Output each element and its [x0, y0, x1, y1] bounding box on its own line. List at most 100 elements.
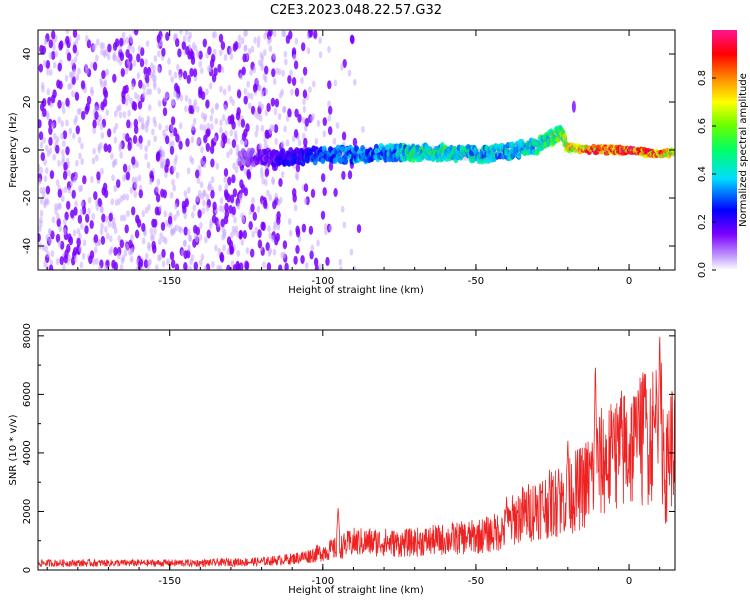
noise-blob: [65, 35, 70, 45]
noise-blob: [264, 65, 269, 75]
noise-blob: [85, 67, 89, 75]
noise-blob: [91, 213, 96, 220]
noise-blob: [232, 188, 238, 198]
noise-blob: [284, 262, 289, 270]
noise-blob: [120, 195, 124, 202]
noise-blob: [79, 261, 84, 269]
noise-blob: [222, 244, 226, 252]
noise-blob: [176, 209, 180, 217]
noise-blob: [118, 104, 122, 112]
noise-blob: [198, 233, 203, 241]
noise-blob: [257, 229, 262, 239]
noise-blob: [39, 187, 44, 194]
noise-blob: [212, 48, 217, 56]
noise-blob: [181, 200, 187, 210]
noise-blob: [110, 198, 115, 206]
noise-blob: [48, 264, 54, 270]
noise-blob: [119, 151, 123, 159]
noise-blob: [56, 217, 61, 227]
noise-blob: [189, 67, 194, 77]
noise-blob: [178, 73, 182, 81]
snr-axes: -150 -100 -50 0 0 2000 4000 6000 8000: [22, 323, 675, 587]
noise-blob: [46, 250, 50, 258]
noise-blob: [280, 171, 285, 179]
noise-blob: [227, 176, 232, 186]
noise-blob: [293, 129, 299, 138]
signal-blob: [320, 157, 326, 164]
noise-blob: [159, 146, 163, 154]
noise-blob: [134, 229, 140, 239]
noise-blob: [202, 38, 207, 48]
noise-blob: [304, 262, 309, 270]
noise-blob: [219, 49, 223, 57]
noise-blob: [131, 156, 136, 166]
noise-blob: [224, 209, 229, 219]
noise-blob: [92, 61, 98, 71]
noise-blob: [151, 128, 155, 136]
noise-blob: [63, 254, 68, 264]
noise-blob: [277, 68, 282, 76]
noise-blob: [175, 93, 180, 101]
noise-blob: [138, 189, 143, 199]
noise-blob: [67, 83, 71, 91]
noise-blob: [176, 63, 180, 71]
signal-blob: [672, 152, 675, 157]
noise-blob: [217, 247, 221, 255]
noise-blob: [234, 41, 239, 50]
noise-blob: [72, 132, 76, 140]
noise-blob: [105, 68, 110, 76]
signal-blob: [321, 145, 327, 152]
spectrogram-xlabel: Height of straight line (km): [288, 285, 424, 296]
noise-blob: [42, 98, 47, 107]
noise-blob: [285, 34, 291, 44]
noise-blob: [117, 252, 121, 260]
noise-blob: [155, 151, 161, 161]
noise-blob: [268, 36, 272, 44]
noise-blob: [202, 124, 207, 132]
noise-blob: [144, 58, 148, 66]
noise-blob: [148, 178, 153, 185]
noise-blob: [199, 259, 203, 267]
noise-blob: [128, 248, 132, 256]
noise-blob: [271, 124, 276, 132]
noise-blob: [254, 130, 259, 138]
noise-blob: [241, 66, 246, 76]
noise-blob: [271, 178, 275, 186]
noise-blob: [80, 158, 84, 166]
colorbar-tick-label: 0.2: [697, 214, 708, 230]
noise-blob: [75, 125, 81, 135]
noise-blob: [62, 263, 66, 270]
noise-blob: [164, 171, 168, 179]
noise-blob: [111, 174, 115, 182]
noise-blob: [108, 212, 113, 222]
noise-blob: [200, 253, 205, 261]
noise-blob: [146, 115, 151, 123]
noise-blob: [91, 157, 96, 165]
noise-blob: [143, 66, 148, 76]
noise-blob: [287, 218, 292, 225]
noise-blob: [219, 197, 224, 205]
noise-blob: [86, 95, 92, 105]
noise-blob: [92, 127, 96, 135]
noise-blob: [290, 88, 294, 96]
noise-blob: [154, 206, 160, 216]
noise-blob: [287, 108, 292, 118]
noise-blob: [282, 240, 288, 250]
noise-blob: [280, 140, 285, 148]
noise-blob: [100, 222, 104, 230]
noise-blob: [167, 57, 171, 65]
noise-blob: [192, 68, 198, 78]
noise-blob: [55, 135, 60, 143]
noise-blob: [322, 187, 327, 197]
noise-blob: [116, 55, 120, 63]
noise-blob: [118, 111, 123, 119]
noise-blob: [125, 243, 129, 251]
noise-blob: [178, 122, 183, 130]
noise-blob: [72, 229, 77, 237]
noise-blob: [45, 60, 51, 69]
noise-blob: [158, 238, 162, 246]
noise-blob: [78, 245, 82, 253]
noise-blob: [353, 78, 357, 86]
noise-blob: [46, 88, 51, 96]
noise-blob: [245, 247, 250, 255]
